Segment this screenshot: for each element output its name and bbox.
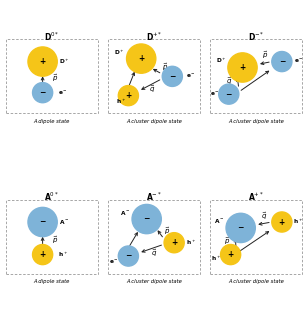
Ellipse shape [33,245,53,265]
Text: −: − [39,88,46,97]
Text: $\vec{p}$: $\vec{p}$ [262,50,269,61]
Text: e$^-$: e$^-$ [294,58,304,66]
Text: −: − [169,72,176,81]
Text: A$^-$: A$^-$ [59,218,70,226]
Text: A cluster dipole state: A cluster dipole state [126,119,182,124]
Ellipse shape [272,51,292,72]
Text: h$^+$: h$^+$ [211,255,221,263]
Text: e$^-$: e$^-$ [109,258,119,266]
Text: +: + [125,91,132,100]
Text: −: − [39,217,46,227]
Text: A dipole state: A dipole state [34,119,70,124]
Ellipse shape [127,44,156,73]
Text: D$^{0*}$: D$^{0*}$ [44,31,59,43]
Text: A cluster dipole state: A cluster dipole state [126,279,182,284]
Text: e$^-$: e$^-$ [210,90,220,98]
Ellipse shape [33,83,53,103]
Text: D$^+$: D$^+$ [114,48,125,57]
Text: A$^-$: A$^-$ [120,209,130,217]
Text: A cluster dipole state: A cluster dipole state [228,279,284,284]
Text: +: + [228,250,234,259]
Ellipse shape [226,213,255,242]
Text: h$^+$: h$^+$ [58,250,68,259]
Text: −: − [144,215,150,223]
Text: +: + [39,250,46,259]
Text: $\vec{q}$: $\vec{q}$ [261,210,268,222]
Text: A dipole state: A dipole state [34,279,70,284]
Text: e$^-$: e$^-$ [186,72,196,80]
Text: $\vec{q}$: $\vec{q}$ [151,247,157,259]
Ellipse shape [28,47,57,76]
Ellipse shape [28,207,57,236]
FancyBboxPatch shape [6,39,98,113]
Text: +: + [279,217,285,227]
Text: e$^-$: e$^-$ [58,89,68,97]
Text: $\vec{q}$: $\vec{q}$ [226,75,232,86]
Text: A$^-$: A$^-$ [214,217,225,225]
Text: A$^{+*}$: A$^{+*}$ [248,191,264,203]
Text: $\vec{p}$: $\vec{p}$ [52,73,59,84]
Text: −: − [237,223,244,232]
Text: h$^+$: h$^+$ [293,217,303,227]
Text: +: + [239,63,246,72]
Text: $\vec{q}$: $\vec{q}$ [149,84,155,95]
FancyBboxPatch shape [210,39,302,113]
Ellipse shape [162,66,182,86]
Text: h$^+$: h$^+$ [116,97,126,106]
FancyBboxPatch shape [210,200,302,274]
Text: $\vec{p}$: $\vec{p}$ [224,236,230,247]
Ellipse shape [118,85,138,106]
FancyBboxPatch shape [108,200,200,274]
Text: +: + [39,57,46,66]
FancyBboxPatch shape [6,200,98,274]
Text: A cluster dipole state: A cluster dipole state [228,119,284,124]
Ellipse shape [118,246,138,266]
Text: D$^+$: D$^+$ [216,56,227,65]
Text: +: + [138,54,144,63]
Text: −: − [225,90,232,99]
Ellipse shape [272,212,292,232]
FancyBboxPatch shape [108,39,200,113]
Text: h$^+$: h$^+$ [186,238,196,247]
Ellipse shape [164,233,184,253]
Ellipse shape [221,245,241,265]
Text: A$^{-*}$: A$^{-*}$ [146,191,162,203]
Text: D$^{-*}$: D$^{-*}$ [248,31,265,43]
Text: −: − [279,57,285,66]
Text: D$^+$: D$^+$ [59,57,70,66]
Text: $\vec{p}$: $\vec{p}$ [164,225,170,236]
Text: +: + [171,238,177,247]
Text: $\vec{p}$: $\vec{p}$ [162,62,168,73]
Text: D$^{+*}$: D$^{+*}$ [146,31,162,43]
Text: −: − [125,251,132,261]
Ellipse shape [228,53,257,82]
Ellipse shape [132,204,161,234]
Ellipse shape [219,84,239,104]
Text: A$^{0*}$: A$^{0*}$ [44,191,59,203]
Text: $\vec{p}$: $\vec{p}$ [52,234,59,246]
